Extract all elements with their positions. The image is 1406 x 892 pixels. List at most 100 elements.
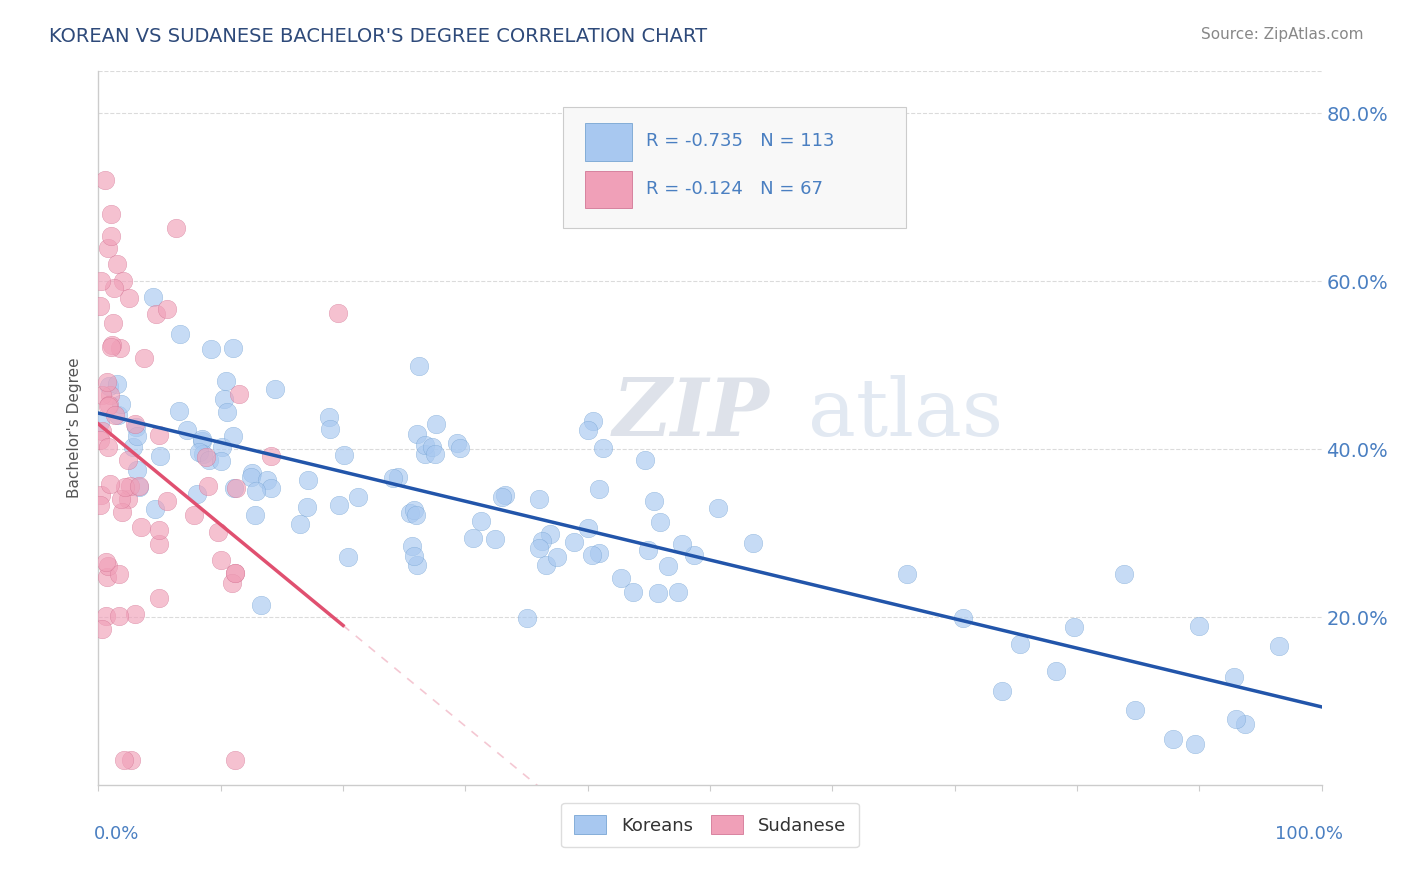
- Point: [108, 566, 131, 581]
- Point: [91, 387, 114, 401]
- Point: [225, 481, 247, 495]
- Point: [198, 453, 221, 467]
- Point: [446, 436, 468, 450]
- Text: R = -0.124   N = 67: R = -0.124 N = 67: [647, 180, 824, 198]
- Point: [112, 753, 135, 767]
- Point: [128, 479, 150, 493]
- Point: [399, 507, 422, 521]
- Point: [191, 434, 214, 449]
- Point: [167, 404, 190, 418]
- Point: [666, 584, 689, 599]
- Point: [425, 417, 447, 432]
- Point: [637, 543, 659, 558]
- Point: [98, 388, 121, 402]
- Point: [245, 484, 267, 499]
- Point: [107, 408, 129, 422]
- Point: [240, 469, 263, 483]
- Point: [408, 359, 430, 373]
- Point: [288, 516, 311, 531]
- Point: [260, 482, 283, 496]
- Point: [124, 419, 146, 434]
- Point: [318, 410, 340, 425]
- Point: [104, 408, 127, 422]
- Point: [122, 440, 145, 454]
- Point: [401, 539, 423, 553]
- Point: [387, 469, 409, 483]
- Point: [531, 534, 554, 549]
- Point: [89, 498, 111, 512]
- Point: [91, 424, 114, 438]
- Point: [319, 422, 342, 436]
- Point: [111, 505, 134, 519]
- Point: [117, 452, 139, 467]
- Point: [114, 481, 136, 495]
- Point: [546, 549, 568, 564]
- Text: 0.0%: 0.0%: [94, 825, 139, 843]
- Point: [89, 300, 111, 314]
- Point: [124, 607, 146, 622]
- Point: [129, 520, 152, 534]
- Point: [1045, 664, 1067, 678]
- Point: [120, 753, 142, 767]
- Point: [100, 207, 122, 221]
- Point: [1188, 619, 1211, 633]
- Point: [1267, 639, 1289, 653]
- Point: [124, 417, 146, 431]
- Point: [610, 571, 633, 585]
- Point: [1161, 732, 1184, 747]
- Point: [110, 491, 132, 506]
- Point: [96, 375, 118, 389]
- Point: [90, 274, 112, 288]
- Point: [540, 527, 562, 541]
- Text: atlas: atlas: [808, 375, 1002, 453]
- Point: [149, 449, 172, 463]
- Text: KOREAN VS SUDANESE BACHELOR'S DEGREE CORRELATION CHART: KOREAN VS SUDANESE BACHELOR'S DEGREE COR…: [49, 27, 707, 45]
- Point: [449, 441, 471, 455]
- Point: [195, 450, 218, 465]
- Point: [191, 432, 214, 446]
- FancyBboxPatch shape: [585, 171, 631, 209]
- Point: [148, 523, 170, 537]
- Point: [143, 502, 166, 516]
- Point: [991, 684, 1014, 698]
- Point: [461, 531, 484, 545]
- Point: [110, 342, 132, 356]
- Point: [588, 482, 610, 496]
- Point: [405, 426, 427, 441]
- Point: [97, 440, 120, 454]
- Point: [494, 488, 516, 502]
- Text: R = -0.735   N = 113: R = -0.735 N = 113: [647, 132, 835, 150]
- Point: [260, 449, 283, 463]
- Point: [1063, 620, 1085, 634]
- Point: [98, 379, 121, 393]
- Point: [211, 441, 233, 455]
- Point: [108, 608, 131, 623]
- Point: [145, 307, 167, 321]
- Point: [405, 508, 427, 522]
- Point: [221, 575, 243, 590]
- Point: [1112, 566, 1135, 581]
- Point: [215, 374, 238, 388]
- Point: [93, 173, 115, 187]
- Point: [643, 493, 665, 508]
- Point: [529, 541, 551, 555]
- Point: [347, 490, 370, 504]
- Point: [683, 549, 706, 563]
- Point: [183, 508, 205, 522]
- Point: [101, 316, 124, 330]
- Point: [89, 415, 111, 429]
- FancyBboxPatch shape: [585, 123, 631, 161]
- Point: [484, 532, 506, 546]
- Point: [90, 488, 112, 502]
- Point: [337, 550, 360, 565]
- Point: [132, 351, 155, 365]
- Point: [650, 515, 672, 529]
- Point: [420, 440, 443, 454]
- Point: [222, 481, 245, 495]
- Point: [647, 586, 669, 600]
- Point: [224, 566, 246, 580]
- Point: [97, 241, 120, 255]
- Point: [1223, 670, 1246, 684]
- Point: [402, 549, 425, 563]
- Point: [103, 281, 125, 295]
